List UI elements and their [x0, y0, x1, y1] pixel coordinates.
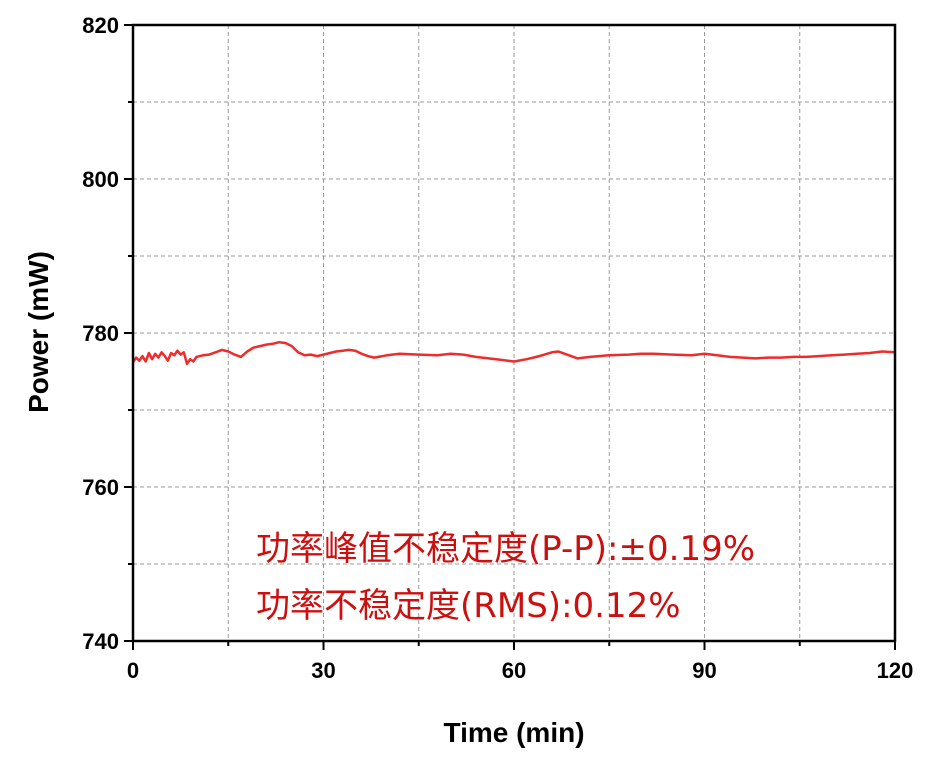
y-tick-label: 800	[82, 167, 119, 192]
annotation-rms: 功率不稳定度(RMS):0.12%	[256, 586, 681, 626]
x-tick-label: 120	[877, 658, 914, 683]
x-tick-label: 30	[311, 658, 335, 683]
y-tick-label: 740	[82, 629, 119, 654]
series-line-0	[131, 340, 896, 366]
y-axis-title: Power (mW)	[23, 251, 54, 413]
y-tick-label: 820	[82, 13, 119, 38]
axis-ticks	[124, 24, 896, 650]
x-axis-title: Time (min)	[443, 717, 584, 748]
gridlines	[133, 25, 895, 641]
annotation-peak-to-peak: 功率峰值不稳定度(P-P):±0.19%	[256, 529, 755, 569]
y-tick-label: 760	[82, 475, 119, 500]
series-group	[131, 340, 896, 366]
x-tick-label: 0	[127, 658, 139, 683]
x-tick-label: 90	[692, 658, 716, 683]
tick-labels: 0 30 60 90 120 740 760 780 800 820	[82, 13, 913, 683]
x-tick-label: 60	[502, 658, 526, 683]
y-tick-label: 780	[82, 321, 119, 346]
